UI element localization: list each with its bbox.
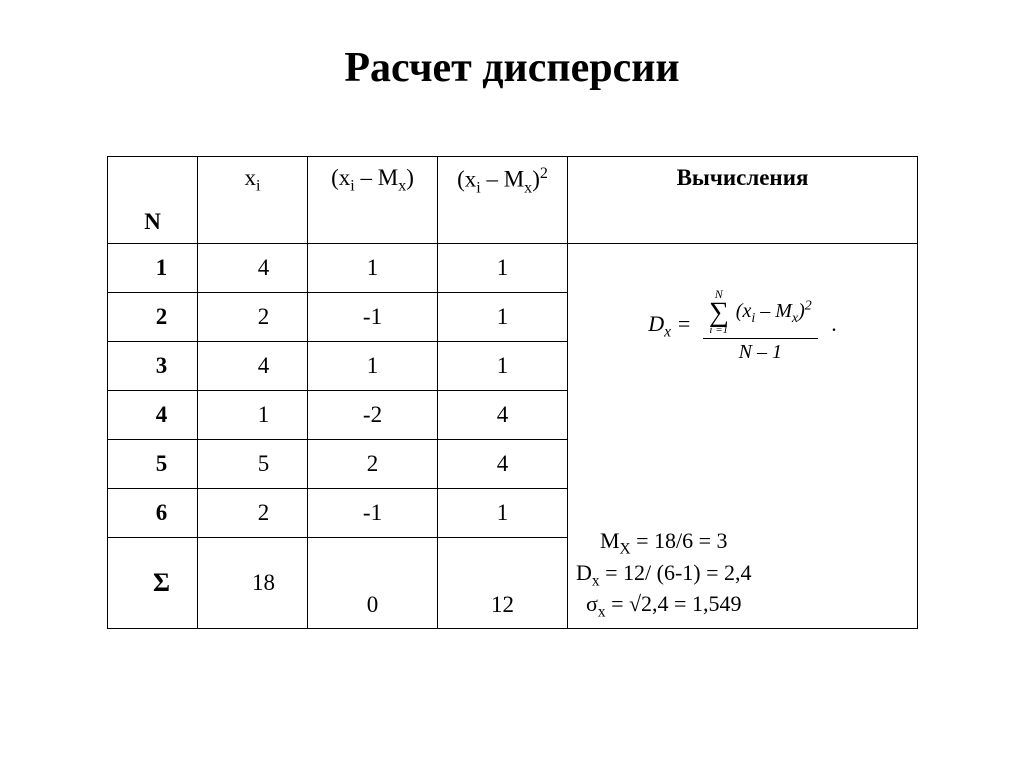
col-header-n: N	[108, 157, 198, 244]
cell-diff2: 1	[438, 244, 568, 293]
result-mean: MX = 18/6 = 3	[576, 527, 752, 559]
cell-xi: 4	[198, 244, 308, 293]
col-header-calc: Вычисления	[568, 157, 918, 244]
cell-xi: 4	[198, 342, 308, 391]
cell-diff2: 4	[438, 391, 568, 440]
col-header-xi: xi	[198, 157, 308, 244]
cell-sum-diff: 0	[308, 538, 438, 629]
sigma-icon: ∑	[709, 300, 729, 325]
cell-n: 1	[108, 244, 198, 293]
table-header-row: N xi (xi – Mx) (xi – Mx)2 Вычисления	[108, 157, 918, 244]
cell-diff: -1	[308, 293, 438, 342]
page-title: Расчет дисперсии	[0, 44, 1024, 92]
cell-diff: 2	[308, 440, 438, 489]
cell-sum-diff2: 12	[438, 538, 568, 629]
page: Расчет дисперсии N xi (xi – Mx) (xi – Mx…	[0, 0, 1024, 767]
cell-n: 6	[108, 489, 198, 538]
col-header-diff2: (xi – Mx)2	[438, 157, 568, 244]
cell-diff: -2	[308, 391, 438, 440]
cell-diff: 1	[308, 342, 438, 391]
cell-diff2: 1	[438, 342, 568, 391]
cell-sum-xi: 18	[198, 538, 308, 629]
formula-fraction: N ∑ i =1 (xi – Mx)2 N – 1	[703, 288, 818, 364]
results-block: MX = 18/6 = 3 Dx = 12/ (6-1) = 2,4 σx = …	[576, 527, 752, 622]
table-row: 1 4 1 1 Dx = N ∑ i	[108, 244, 918, 293]
cell-n: 4	[108, 391, 198, 440]
variance-table: N xi (xi – Mx) (xi – Mx)2 Вычисления 1 4…	[107, 156, 918, 629]
cell-n: 5	[108, 440, 198, 489]
cell-diff2: 1	[438, 489, 568, 538]
sigma-sum: N ∑ i =1	[709, 288, 729, 336]
cell-diff: -1	[308, 489, 438, 538]
cell-xi: 2	[198, 293, 308, 342]
result-sigma: σx = √2,4 = 1,549	[576, 590, 752, 622]
cell-diff2: 4	[438, 440, 568, 489]
col-header-diff: (xi – Mx)	[308, 157, 438, 244]
cell-sum-label: Σ	[108, 538, 198, 629]
cell-n: 3	[108, 342, 198, 391]
cell-diff2: 1	[438, 293, 568, 342]
formula-num-term: (xi – Mx)2	[736, 300, 812, 322]
result-var: Dx = 12/ (6-1) = 2,4	[576, 559, 752, 591]
formula-den: N – 1	[703, 339, 818, 364]
cell-xi: 1	[198, 391, 308, 440]
cell-xi: 5	[198, 440, 308, 489]
calculations-cell: Dx = N ∑ i =1 (xi – Mx)2	[568, 244, 918, 629]
formula-lhs: Dx =	[648, 311, 691, 341]
formula-dot: .	[831, 311, 837, 336]
cell-n: 2	[108, 293, 198, 342]
cell-xi: 2	[198, 489, 308, 538]
cell-diff: 1	[308, 244, 438, 293]
variance-formula: Dx = N ∑ i =1 (xi – Mx)2	[568, 288, 917, 364]
sum-lower: i =1	[709, 325, 729, 336]
variance-table-wrap: N xi (xi – Mx) (xi – Mx)2 Вычисления 1 4…	[107, 156, 917, 629]
